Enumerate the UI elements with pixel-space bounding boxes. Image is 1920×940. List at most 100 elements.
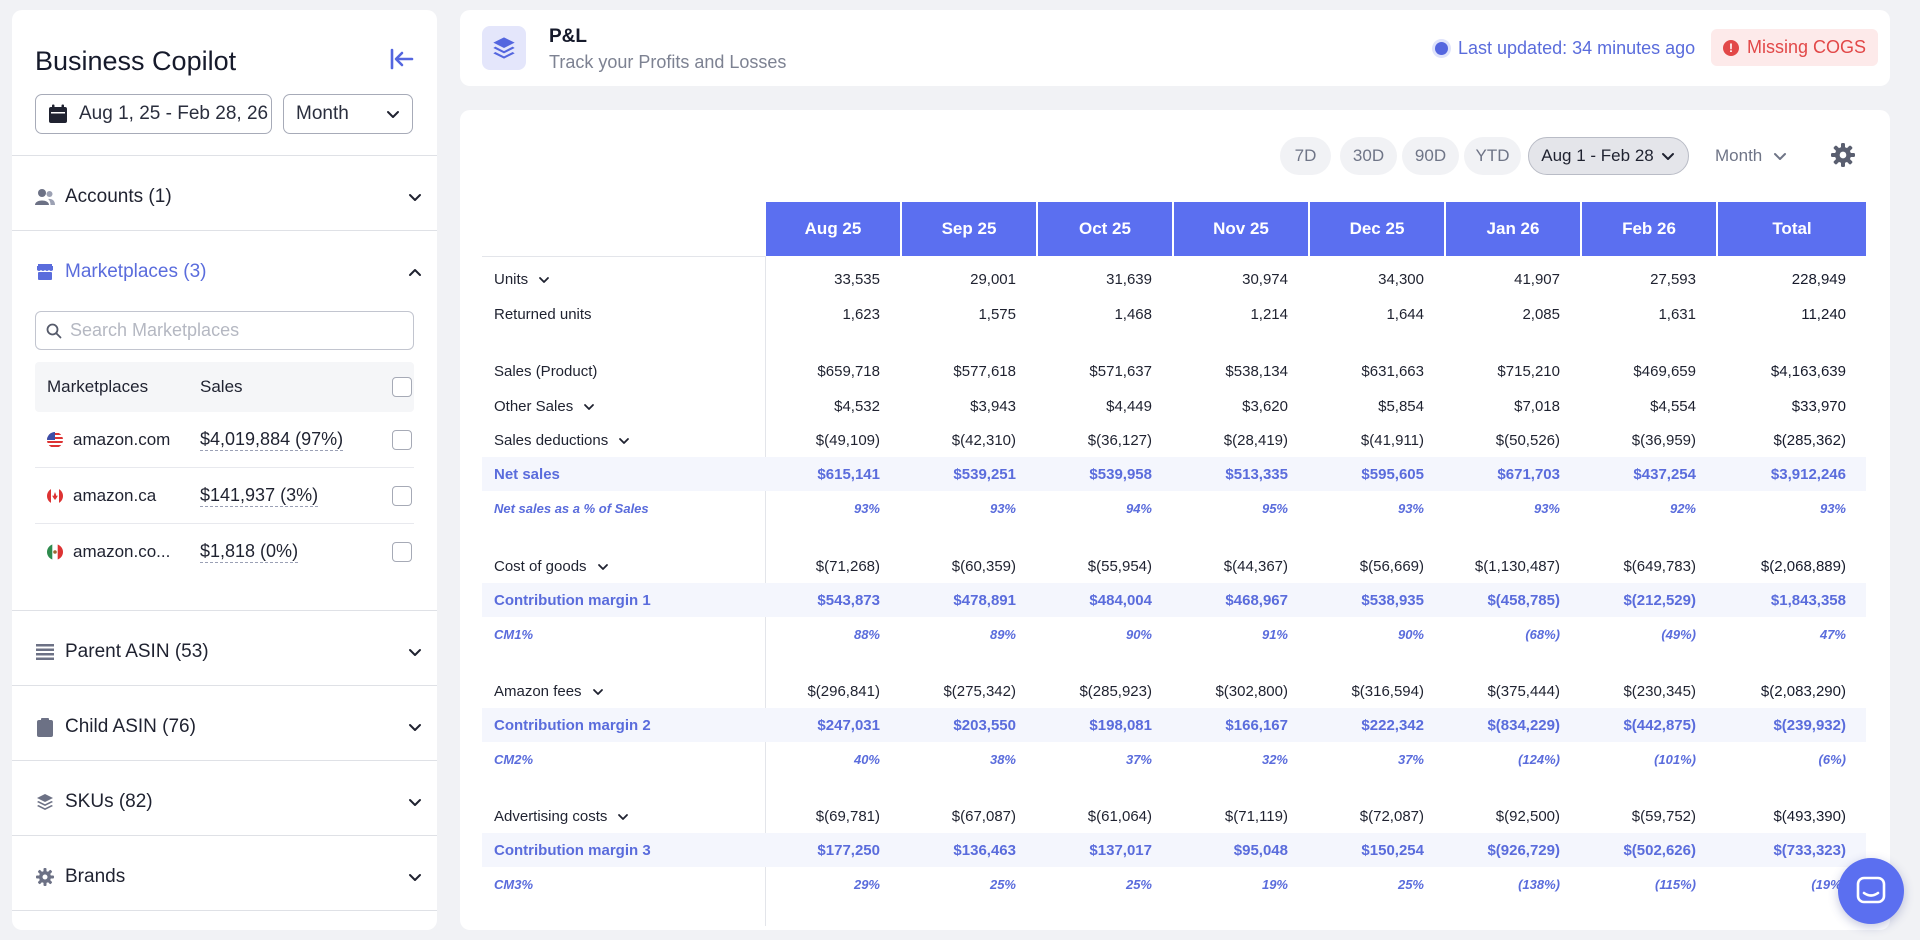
chevron-down-icon [409,724,421,731]
section-skus[interactable]: SKUs (82) [35,782,425,822]
value-cell: $715,210 [1497,363,1560,380]
marketplaces-table: Marketplaces Sales amazon.com $4,019,884… [35,362,414,580]
range-7d-button[interactable]: 7D [1280,137,1331,175]
value-cell: $137,017 [1089,842,1152,859]
section-label: Parent ASIN (53) [65,641,209,662]
value-cell: 37% [1397,752,1424,767]
table-row[interactable]: Other Sales $4,532 $3,943 $4,449 $3,620 $5,85… [482,389,1866,423]
layers-icon [482,26,526,70]
value-cell: $166,167 [1225,717,1288,734]
row-label[interactable]: Sales deductions [494,432,631,449]
marketplace-search-input[interactable] [70,320,390,341]
column-header-marketplaces: Marketplaces [47,377,149,396]
period-dropdown[interactable]: Month [1715,137,1788,175]
missing-cogs-text: Missing COGS [1747,37,1867,57]
custom-range-select[interactable]: Aug 1 - Feb 28 [1528,137,1689,175]
marketplace-checkbox[interactable] [392,485,412,506]
row-label: CM1% [494,627,533,642]
section-child-asin[interactable]: Child ASIN (76) [35,707,425,747]
section-brands[interactable]: Brands [35,857,425,897]
table-row[interactable]: Amazon fees $(296,841) $(275,342) $(285,923… [482,674,1866,708]
marketplace-sales[interactable]: $141,937 (3%) [200,484,319,507]
value-cell: 93% [853,501,880,516]
table-row[interactable]: Units 33,535 29,001 31,639 30,974 34,300 41,90… [482,262,1866,296]
row-label: Sales (Product) [494,363,597,380]
date-range-picker[interactable]: Aug 1, 25 - Feb 28, 26 [35,94,272,134]
value-cell: $(316,594) [1351,683,1424,700]
row-label-text: Contribution margin 1 [494,592,651,609]
value-cell: $469,659 [1633,363,1696,380]
value-cell: 88% [853,627,880,642]
value-cell: 25% [1397,877,1424,892]
row-label: Net sales as a % of Sales [494,501,649,516]
value-cell: 94% [1125,501,1152,516]
row-label: CM3% [494,877,533,892]
settings-button[interactable] [1831,143,1855,172]
chat-support-button[interactable] [1838,858,1904,924]
value-cell: $(61,064) [1087,808,1152,825]
value-cell: 40% [853,752,880,767]
table-row[interactable]: Sales deductions $(49,109) $(42,310) $(36,1… [482,423,1866,457]
layers-icon [35,792,55,812]
value-cell: $(296,841) [807,683,880,700]
row-label[interactable]: Units [494,271,551,288]
value-cell: 91% [1261,627,1288,642]
total-cell: 228,949 [1791,271,1846,288]
marketplace-sales[interactable]: $1,818 (0%) [200,541,299,563]
section-parent-asin[interactable]: Parent ASIN (53) [35,632,425,672]
value-cell: 34,300 [1378,271,1424,288]
value-cell: $571,637 [1089,363,1152,380]
value-cell: $(55,954) [1087,558,1152,575]
row-label-text: Sales deductions [494,432,609,449]
ca-flag-icon [47,487,63,504]
row-label[interactable]: Amazon fees [494,683,605,700]
collapse-sidebar-button[interactable] [386,44,416,74]
row-label-text: Net sales as a % of Sales [494,501,649,516]
value-cell: $(44,367) [1223,558,1288,575]
table-row: Net sales $615,141 $539,251 $539,958 $513,33… [482,457,1866,491]
chat-icon [1856,876,1886,904]
marketplace-search[interactable] [35,311,414,350]
gear-icon [35,867,55,887]
range-30d-button[interactable]: 30D [1340,137,1397,175]
row-label: Contribution margin 1 [494,592,651,609]
marketplace-sales[interactable]: $4,019,884 (97%) [200,428,344,451]
row-label[interactable]: Advertising costs [494,808,630,825]
period-select[interactable]: Month [283,94,413,134]
column-header: Oct 25 [1038,202,1172,256]
marketplace-name: amazon.com [73,429,171,449]
value-cell: $(41,911) [1360,432,1424,449]
total-cell: $3,912,246 [1770,466,1846,483]
select-all-checkbox[interactable] [392,377,412,397]
value-cell: $539,958 [1089,466,1152,483]
column-header: Dec 25 [1310,202,1444,256]
value-cell: 41,907 [1514,271,1560,288]
column-header: Feb 26 [1582,202,1716,256]
value-cell: $615,141 [817,466,880,483]
row-label[interactable]: Other Sales [494,398,596,415]
range-ytd-button[interactable]: YTD [1464,137,1521,175]
page-subtitle: Track your Profits and Losses [549,52,787,72]
divider [482,256,765,257]
marketplace-checkbox[interactable] [392,542,412,562]
missing-cogs-badge[interactable]: ! Missing COGS [1711,29,1879,66]
marketplace-row: amazon.ca $141,937 (3%) [35,468,414,524]
row-label: Net sales [494,466,560,483]
chevron-down-icon [409,194,421,201]
value-cell: $(72,087) [1359,808,1424,825]
range-90d-button[interactable]: 90D [1402,137,1459,175]
divider [12,155,437,156]
value-cell: 1,623 [842,306,880,323]
value-cell: 38% [989,752,1016,767]
table-row[interactable]: Cost of goods $(71,268) $(60,359) $(55,954)… [482,549,1866,583]
section-marketplaces[interactable]: Marketplaces (3) [35,252,425,292]
store-icon [35,262,55,282]
divider [12,610,437,611]
table-row[interactable]: Advertising costs $(69,781) $(67,087) $(61,… [482,799,1866,833]
divider [12,685,437,686]
us-flag-icon [47,431,63,448]
section-accounts[interactable]: Accounts (1) [35,177,425,217]
table-row: CM2% 40% 38% 37% 32% 37% (124%) (101%) (6%) [482,742,1866,776]
marketplace-checkbox[interactable] [392,429,412,450]
row-label[interactable]: Cost of goods [494,558,610,575]
